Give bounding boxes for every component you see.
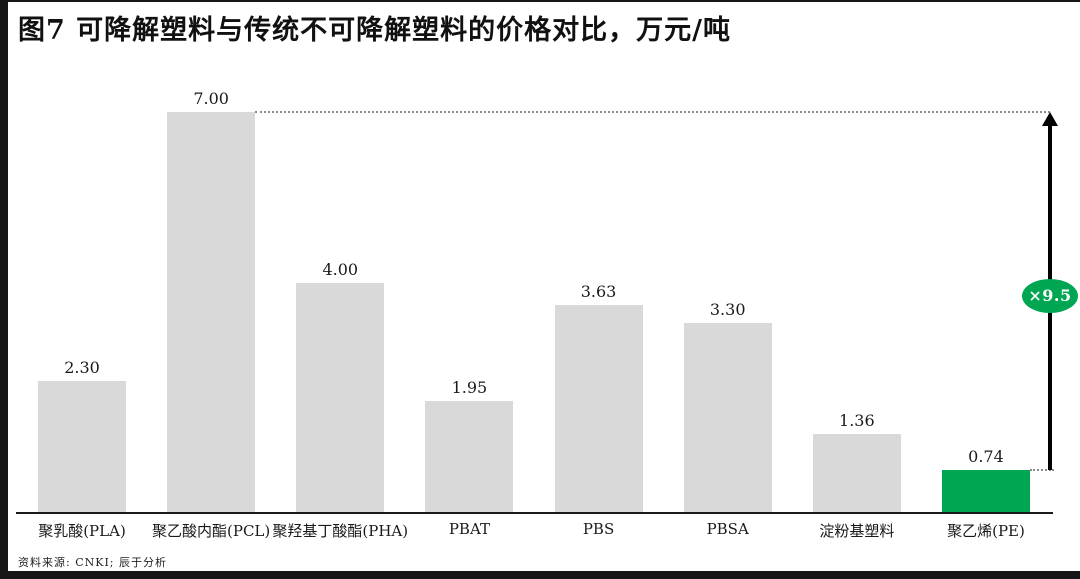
bar-value-label: 1.95 [451,377,488,397]
multiplier-badge: ×9.5 [1022,278,1078,313]
x-axis-label: 聚乙酸内酯(PCL) [152,522,271,540]
x-axis-label: PBAT [448,520,490,538]
bar-value-label: 7.00 [193,89,229,108]
x-axis-label: 聚羟基丁酸酯(PHA) [272,522,409,540]
x-axis-label: 聚乳酸(PLA) [38,522,126,540]
bar [812,434,901,512]
screenshot-border-bottom [0,571,1080,579]
bar [167,112,256,512]
source-note: 资料来源: CNKI; 辰于分析 [18,556,168,569]
screenshot-border-top [0,0,1080,2]
bar [38,380,126,512]
bar [554,304,643,512]
bar-value-label: 2.30 [64,357,100,377]
x-axis-label: PBSA [706,520,749,538]
bar-value-label: 4.00 [322,260,359,280]
bar-value-label: 0.74 [968,446,1004,466]
chart-title: 图7 可降解塑料与传统不可降解塑料的价格对比，万元/吨 [18,15,732,46]
bar [425,400,514,512]
x-axis-line [16,512,1053,514]
arrow-up-icon [1042,112,1058,126]
bar [941,469,1030,512]
connector-dotted-line [1029,468,1054,471]
x-axis-label: 聚乙烯(PE) [947,522,1025,540]
bar-value-label: 1.36 [839,411,875,431]
bar-value-label: 3.30 [709,300,746,320]
multiplier-label: ×9.5 [1028,286,1072,306]
screenshot-border-left [0,0,8,579]
x-axis-label: PBS [582,520,615,538]
x-axis-label: 淀粉基塑料 [819,522,895,540]
bar [296,283,385,512]
reference-dotted-line [255,111,1050,113]
bar-value-label: 3.63 [580,281,617,301]
bar [683,323,772,512]
